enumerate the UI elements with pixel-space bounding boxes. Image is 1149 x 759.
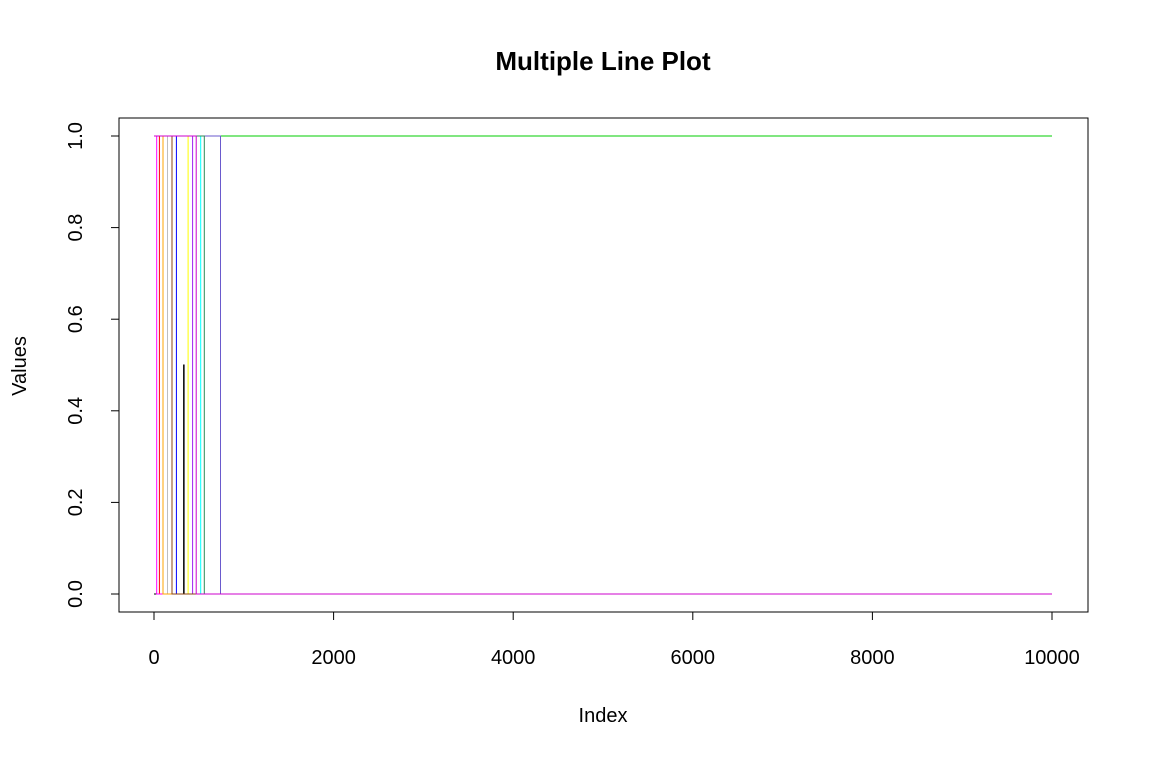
series-line-9 <box>154 135 1052 595</box>
y-axis-label: Values <box>9 336 31 396</box>
y-tick-label: 0.0 <box>65 580 87 608</box>
series-line-6 <box>154 135 1052 595</box>
x-tick-label: 10000 <box>1024 647 1080 669</box>
series-line-7 <box>154 135 1052 595</box>
series-line-4 <box>154 135 1052 595</box>
y-tick-label: 0.6 <box>65 305 87 333</box>
x-tick-label: 6000 <box>671 647 716 669</box>
x-tick-label: 0 <box>148 647 159 669</box>
x-axis: 0 2000 4000 6000 8000 10000 <box>148 611 1080 669</box>
x-axis-label: Index <box>579 705 628 727</box>
y-tick-label: 0.2 <box>65 488 87 516</box>
series-line-1 <box>154 364 1052 595</box>
x-tick-label: 2000 <box>311 647 356 669</box>
series-line-14 <box>154 135 1052 595</box>
series-line-10 <box>154 135 1052 595</box>
chart-title: Multiple Line Plot <box>495 46 711 76</box>
x-tick-label: 4000 <box>491 647 536 669</box>
y-tick-label: 1.0 <box>65 122 87 150</box>
plot-frame <box>118 117 1089 613</box>
series-line-13 <box>154 135 1052 595</box>
series-line-11 <box>154 135 1052 595</box>
series-layer <box>154 135 1052 595</box>
y-tick-label: 0.4 <box>65 397 87 425</box>
series-line-2 <box>154 135 1052 595</box>
y-axis: 0.0 0.2 0.4 0.6 0.8 1.0 <box>65 122 120 608</box>
y-tick-label: 0.8 <box>65 214 87 242</box>
x-tick-label: 8000 <box>850 647 895 669</box>
series-line-5 <box>154 135 1052 595</box>
series-line-12 <box>154 135 1052 595</box>
series-line-8 <box>154 135 1052 595</box>
